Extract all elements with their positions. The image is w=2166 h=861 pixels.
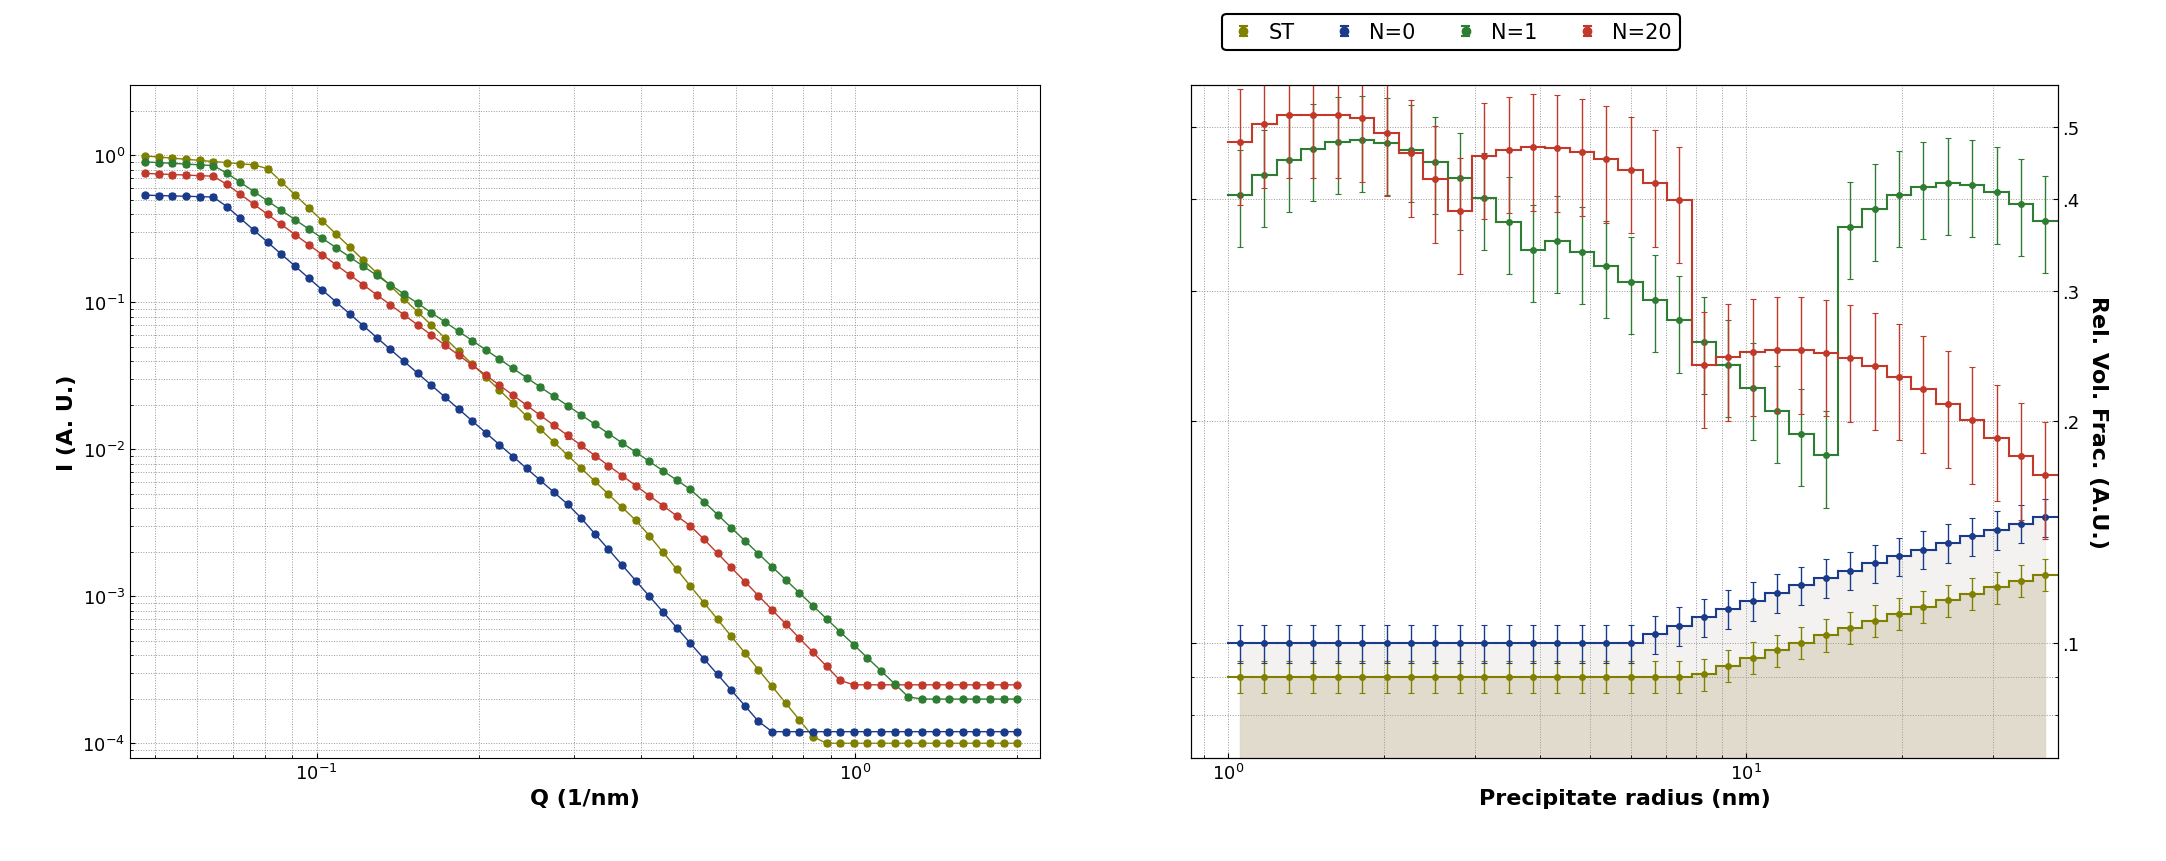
Y-axis label: I (A. U.): I (A. U.)	[56, 374, 76, 470]
Y-axis label: Rel. Vol. Frac. (A.U.): Rel. Vol. Frac. (A.U.)	[2088, 295, 2108, 548]
X-axis label: Q (1/nm): Q (1/nm)	[531, 788, 639, 808]
Legend: ST, N=0, N=1, N=20: ST, N=0, N=1, N=20	[1222, 15, 1681, 52]
X-axis label: Precipitate radius (nm): Precipitate radius (nm)	[1479, 788, 1770, 808]
